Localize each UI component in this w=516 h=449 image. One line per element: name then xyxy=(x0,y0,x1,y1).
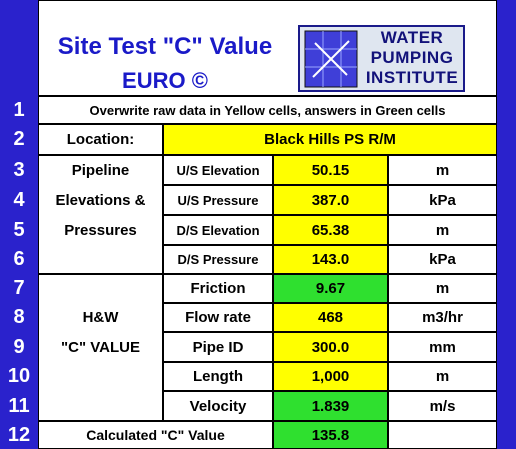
row-number: 11 xyxy=(8,394,30,417)
row-value: 50.15 xyxy=(273,155,388,185)
row-label: Flow rate xyxy=(163,303,273,332)
row-unit: m xyxy=(388,215,497,245)
row-unit: kPa xyxy=(388,185,497,215)
row-number: 10 xyxy=(7,365,31,387)
group-cell xyxy=(38,274,163,421)
instruction: Overwrite raw data in Yellow cells, answ… xyxy=(38,96,497,124)
logo-text: PUMPING xyxy=(370,48,454,67)
row-label: Pipe ID xyxy=(163,332,273,362)
result-label: Calculated "C" Value xyxy=(38,421,273,449)
row-unit: m xyxy=(388,274,497,303)
row-label: D/S Pressure xyxy=(163,245,273,274)
row-value: 143.0 xyxy=(273,245,388,274)
row-label: Length xyxy=(163,362,273,391)
row-value: 65.38 xyxy=(273,215,388,245)
row-number: 1 xyxy=(13,98,25,121)
row-label: Friction xyxy=(163,274,273,303)
row-value: 300.0 xyxy=(273,332,388,362)
row-number: 4 xyxy=(13,188,25,211)
row-value: 387.0 xyxy=(273,185,388,215)
logo: WATER PUMPING INSTITUTE xyxy=(298,25,465,92)
row-label: D/S Elevation xyxy=(163,215,273,245)
row-number: 12 xyxy=(7,423,31,446)
row-label: U/S Elevation xyxy=(163,155,273,185)
row-unit: mm xyxy=(388,332,497,362)
row-label: Velocity xyxy=(163,391,273,421)
logo-text: INSTITUTE xyxy=(365,68,459,87)
row-unit: kPa xyxy=(388,245,497,274)
row-unit: m/s xyxy=(388,391,497,421)
row-value: 468 xyxy=(273,303,388,332)
row-value: 1,000 xyxy=(273,362,388,391)
row-number: 8 xyxy=(13,306,25,328)
logo-icon xyxy=(304,30,358,88)
row-number: 6 xyxy=(13,248,25,270)
location-label: Location: xyxy=(38,124,163,155)
row-number: 5 xyxy=(13,218,25,241)
group-label: "C" VALUE xyxy=(61,338,140,356)
row-unit: m xyxy=(388,155,497,185)
row-value: 1.839 xyxy=(273,391,388,421)
logo-text: WATER xyxy=(380,28,444,47)
group-cell xyxy=(38,155,163,274)
group-label: Pressures xyxy=(64,221,137,239)
group-label: H&W xyxy=(82,309,119,326)
row-value: 9.67 xyxy=(273,274,388,303)
group-label: Pipeline xyxy=(71,161,130,179)
result-blank xyxy=(388,421,497,449)
subtitle: EURO © xyxy=(122,68,208,93)
row-unit: m xyxy=(388,362,497,391)
row-number: 3 xyxy=(13,158,25,181)
row-label: U/S Pressure xyxy=(163,185,273,215)
location-value: Black Hills PS R/M xyxy=(163,124,497,155)
row-number: 2 xyxy=(13,128,25,150)
row-number: 7 xyxy=(13,277,25,299)
result-value: 135.8 xyxy=(273,421,388,449)
group-label: Elevations & xyxy=(55,191,146,209)
row-number: 9 xyxy=(13,335,25,358)
title: Site Test "C" Value xyxy=(57,33,273,60)
row-unit: m3/hr xyxy=(388,303,497,332)
